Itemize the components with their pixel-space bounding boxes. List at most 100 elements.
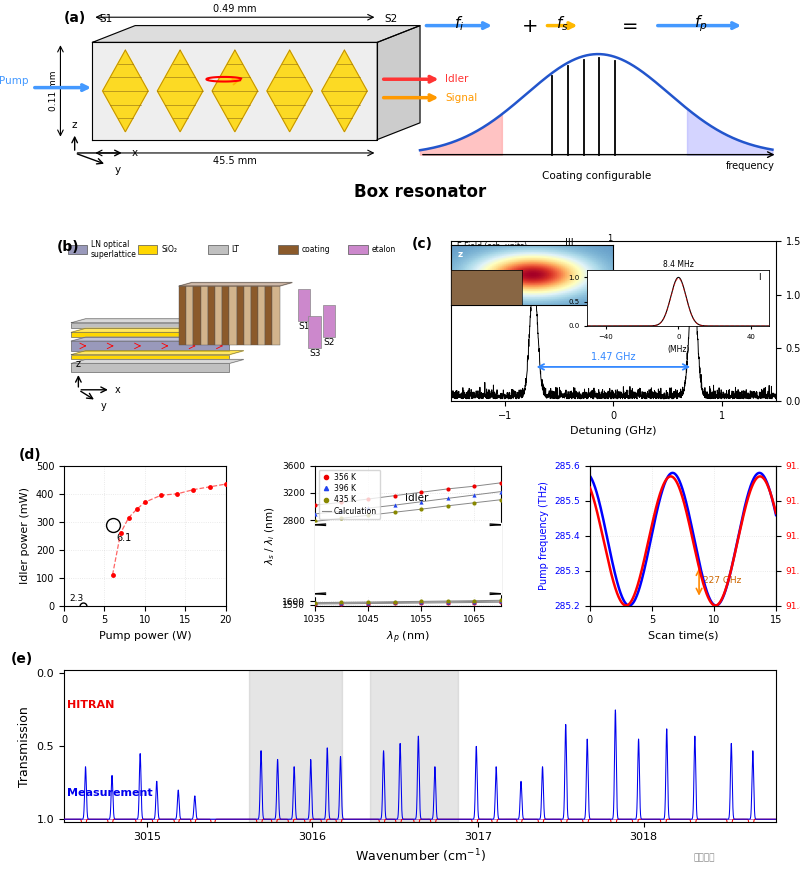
Text: LT: LT bbox=[231, 245, 239, 255]
Text: (b): (b) bbox=[57, 240, 79, 254]
Polygon shape bbox=[102, 50, 148, 132]
Text: 45.5 mm: 45.5 mm bbox=[213, 156, 257, 166]
Legend: 356 K, 396 K, 435 K, Calculation: 356 K, 396 K, 435 K, Calculation bbox=[318, 469, 380, 519]
FancyBboxPatch shape bbox=[208, 246, 227, 254]
Bar bbox=[179, 286, 186, 345]
Polygon shape bbox=[212, 50, 258, 132]
Text: Idler: Idler bbox=[406, 492, 429, 503]
Bar bbox=[298, 289, 310, 321]
Polygon shape bbox=[322, 50, 367, 132]
Text: 1.47 GHz: 1.47 GHz bbox=[591, 352, 636, 362]
Text: y: y bbox=[114, 164, 121, 175]
X-axis label: Detuning (GHz): Detuning (GHz) bbox=[570, 426, 657, 436]
Bar bbox=[71, 341, 230, 351]
Text: II: II bbox=[454, 251, 460, 261]
Text: etalon: etalon bbox=[371, 245, 395, 255]
Text: III: III bbox=[565, 238, 574, 248]
Bar bbox=[215, 286, 222, 345]
Text: (e): (e) bbox=[10, 652, 33, 666]
Bar bbox=[266, 286, 273, 345]
Y-axis label: Pump frequency (THz): Pump frequency (THz) bbox=[539, 481, 549, 591]
Text: S1: S1 bbox=[298, 322, 310, 332]
Text: =: = bbox=[622, 17, 638, 36]
X-axis label: $\lambda_p$ (nm): $\lambda_p$ (nm) bbox=[386, 629, 430, 646]
Polygon shape bbox=[71, 360, 244, 363]
X-axis label: Scan time(s): Scan time(s) bbox=[648, 631, 718, 641]
FancyBboxPatch shape bbox=[278, 246, 298, 254]
Text: Pump: Pump bbox=[0, 76, 29, 86]
Bar bbox=[201, 286, 208, 345]
Polygon shape bbox=[158, 50, 203, 132]
Bar bbox=[315, 523, 501, 596]
Bar bbox=[251, 286, 258, 345]
Text: Measurement: Measurement bbox=[67, 788, 153, 798]
Text: z: z bbox=[72, 119, 78, 129]
Bar bbox=[186, 286, 194, 345]
Text: (a): (a) bbox=[64, 11, 86, 25]
Polygon shape bbox=[71, 328, 244, 332]
Bar bbox=[273, 286, 280, 345]
Text: S2: S2 bbox=[323, 338, 335, 347]
Bar bbox=[222, 286, 230, 345]
Polygon shape bbox=[71, 351, 244, 354]
Bar bbox=[309, 316, 321, 348]
Text: 0.49 mm: 0.49 mm bbox=[213, 4, 257, 14]
Text: 0: 0 bbox=[607, 271, 613, 279]
Text: 227 GHz: 227 GHz bbox=[703, 575, 741, 584]
Text: frequency: frequency bbox=[726, 162, 774, 171]
Bar bbox=[237, 286, 244, 345]
Bar bbox=[370, 670, 458, 822]
Text: Idler: Idler bbox=[445, 74, 468, 84]
Text: x: x bbox=[132, 148, 138, 158]
Polygon shape bbox=[71, 337, 244, 341]
Text: S1: S1 bbox=[99, 14, 113, 24]
Text: Coating configurable: Coating configurable bbox=[542, 171, 651, 181]
Bar bbox=[71, 323, 230, 328]
Text: +: + bbox=[522, 17, 538, 36]
FancyBboxPatch shape bbox=[138, 246, 158, 254]
Text: $f_p$: $f_p$ bbox=[694, 14, 708, 34]
Bar bbox=[71, 332, 230, 337]
Text: E Field (arb. units): E Field (arb. units) bbox=[458, 242, 527, 251]
Bar bbox=[71, 363, 230, 372]
Y-axis label: Idler power (mW): Idler power (mW) bbox=[20, 487, 30, 584]
Text: z: z bbox=[76, 359, 81, 369]
Y-axis label: Transmission: Transmission bbox=[18, 706, 31, 787]
FancyBboxPatch shape bbox=[67, 246, 87, 254]
Text: 1: 1 bbox=[607, 234, 613, 243]
Bar bbox=[244, 286, 251, 345]
Y-axis label: $\lambda_s$ / $\lambda_i$ (nm): $\lambda_s$ / $\lambda_i$ (nm) bbox=[263, 507, 277, 565]
Polygon shape bbox=[378, 26, 420, 140]
Bar bbox=[315, 523, 501, 596]
Bar bbox=[230, 286, 237, 345]
Text: Box resonator: Box resonator bbox=[354, 183, 486, 202]
Text: 光行天下: 光行天下 bbox=[694, 853, 714, 862]
Text: coating: coating bbox=[302, 245, 330, 255]
Polygon shape bbox=[267, 50, 313, 132]
Text: 6.1: 6.1 bbox=[117, 533, 132, 543]
Polygon shape bbox=[71, 319, 244, 323]
Text: LN optical
superlattice: LN optical superlattice bbox=[91, 240, 137, 259]
Text: SiO₂: SiO₂ bbox=[161, 245, 177, 255]
Text: 0.11 mm: 0.11 mm bbox=[50, 71, 58, 111]
Text: Signal: Signal bbox=[401, 583, 434, 593]
Text: HITRAN: HITRAN bbox=[67, 700, 114, 711]
Bar bbox=[250, 670, 342, 822]
Text: S2: S2 bbox=[385, 14, 398, 24]
Bar bbox=[194, 286, 201, 345]
Text: $f_s$: $f_s$ bbox=[556, 14, 569, 33]
Bar bbox=[322, 305, 335, 337]
Text: 2.3: 2.3 bbox=[69, 594, 83, 603]
Text: -1: -1 bbox=[606, 294, 614, 303]
X-axis label: Wavenumber (cm$^{-1}$): Wavenumber (cm$^{-1}$) bbox=[354, 848, 486, 865]
Text: Signal: Signal bbox=[445, 93, 477, 103]
Text: (d): (d) bbox=[18, 448, 42, 462]
Text: x: x bbox=[115, 385, 121, 395]
Bar bbox=[258, 286, 266, 345]
Text: (c): (c) bbox=[412, 237, 433, 250]
Polygon shape bbox=[179, 283, 292, 286]
Text: S3: S3 bbox=[309, 349, 321, 358]
Polygon shape bbox=[93, 42, 378, 140]
Bar bbox=[208, 286, 215, 345]
Bar bbox=[71, 354, 230, 360]
